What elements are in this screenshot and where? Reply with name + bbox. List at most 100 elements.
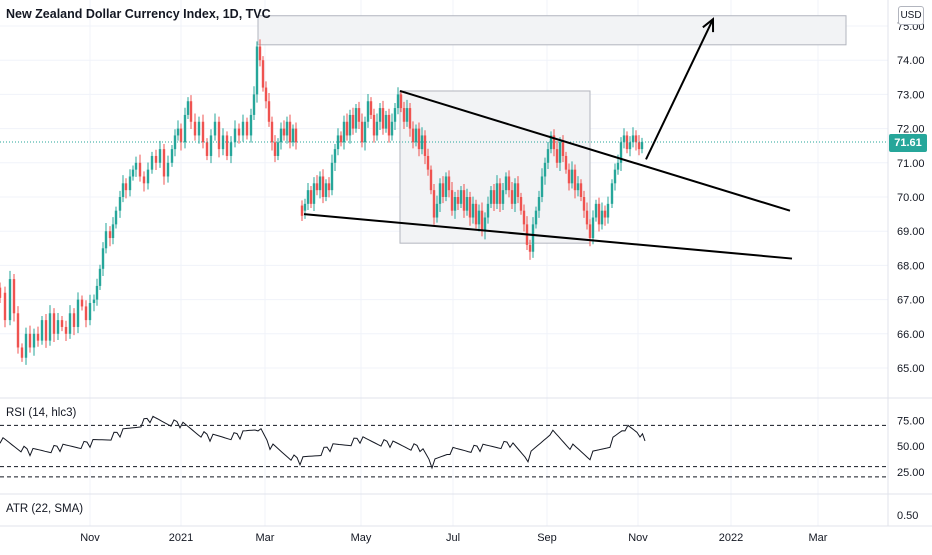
candle-body xyxy=(357,108,361,122)
candle-body xyxy=(552,135,556,150)
candle-body xyxy=(555,149,559,163)
candle-body xyxy=(375,121,379,136)
target-zone-rect xyxy=(257,15,847,46)
candle-body xyxy=(546,149,550,163)
candle-body xyxy=(189,101,193,122)
candle-body xyxy=(315,183,319,191)
candle-body xyxy=(114,210,118,225)
candle-body xyxy=(573,169,577,191)
candle-body xyxy=(72,313,76,327)
candle-body xyxy=(28,333,32,348)
candle-body xyxy=(610,183,614,204)
candle-body xyxy=(197,121,201,136)
candle-body xyxy=(405,108,409,122)
projection-arrow-line xyxy=(645,18,714,160)
candle-body xyxy=(384,114,388,129)
candle-body xyxy=(378,108,382,122)
candle-body xyxy=(354,108,358,129)
candle-body xyxy=(366,101,370,122)
candle-body xyxy=(327,183,331,191)
candle-body xyxy=(104,231,108,249)
candle-body xyxy=(492,190,496,204)
candle-body xyxy=(468,197,472,218)
candle-body xyxy=(498,183,502,204)
candle-body xyxy=(558,142,562,163)
candle-body xyxy=(600,210,604,225)
candle-body xyxy=(318,176,322,191)
candle-body xyxy=(510,190,514,204)
candle-body xyxy=(92,299,96,304)
candle-body xyxy=(363,121,367,143)
time-tick-label: Nov xyxy=(80,532,100,544)
candle-body xyxy=(423,135,427,156)
candle-body xyxy=(576,183,580,191)
candle-body xyxy=(606,203,610,218)
candle-body xyxy=(176,128,180,136)
candle-body xyxy=(309,190,313,204)
atr-pane-label[interactable]: ATR (22, SMA) xyxy=(6,503,84,515)
candle-body xyxy=(3,292,7,321)
candle-body xyxy=(435,203,439,218)
price-tick-label: 67.00 xyxy=(897,295,925,307)
candle-body xyxy=(225,135,229,156)
wedge-lower-trendline xyxy=(303,213,793,260)
candle-body xyxy=(369,101,373,115)
candle-body xyxy=(453,197,457,211)
candle-body xyxy=(564,155,568,170)
candle-body xyxy=(60,320,64,327)
candle-body xyxy=(193,121,197,136)
candle-body xyxy=(303,203,307,211)
candle-body xyxy=(95,285,99,300)
candles xyxy=(0,39,644,365)
candle-body xyxy=(20,347,24,358)
candle-body xyxy=(291,128,295,143)
candle-body xyxy=(101,248,105,269)
time-tick-label: Mar xyxy=(256,532,275,544)
candle-body xyxy=(158,149,162,163)
candle-body xyxy=(483,217,487,232)
candle-body xyxy=(450,190,454,211)
candle-body xyxy=(631,135,635,143)
rsi-pane-label[interactable]: RSI (14, hlc3) xyxy=(6,407,77,419)
candle-body xyxy=(465,197,469,211)
price-tick-label: 66.00 xyxy=(897,329,925,341)
candle-body xyxy=(504,176,508,191)
candle-body xyxy=(330,162,334,191)
time-tick-label: Mar xyxy=(809,532,828,544)
wedge-upper-trendline xyxy=(399,90,791,212)
rsi-pane: 75.00 50.00 25.00 xyxy=(0,415,925,479)
candle-body xyxy=(501,190,505,204)
candle-body xyxy=(56,320,60,334)
candle-body xyxy=(124,183,128,191)
time-tick-label: May xyxy=(351,532,372,544)
candle-body xyxy=(213,121,217,136)
candle-body xyxy=(183,114,187,143)
candle-body xyxy=(258,46,262,61)
candle-body xyxy=(414,128,418,143)
candle-body xyxy=(186,101,190,115)
candle-body xyxy=(252,94,256,115)
candle-body xyxy=(229,142,233,156)
projection-arrow-head xyxy=(702,17,715,33)
candle-body xyxy=(142,176,146,184)
price-tick-label: 70.00 xyxy=(897,192,925,204)
price-tick-label: 65.00 xyxy=(897,363,925,375)
candle-body xyxy=(597,203,601,225)
candle-body xyxy=(351,114,355,129)
candle-body xyxy=(402,108,406,122)
candle-body xyxy=(537,197,541,211)
candle-body xyxy=(237,128,241,136)
candle-body xyxy=(16,313,20,348)
candle-body xyxy=(162,149,166,177)
currency-selector[interactable]: USD xyxy=(898,6,924,25)
candle-body xyxy=(146,169,150,184)
candle-body xyxy=(417,128,421,150)
candle-body xyxy=(0,287,2,298)
candle-body xyxy=(12,279,16,314)
candle-body xyxy=(324,183,328,197)
time-tick-label: 2022 xyxy=(719,532,743,544)
candle-body xyxy=(519,197,523,211)
candle-body xyxy=(480,210,484,232)
candle-body xyxy=(534,210,538,225)
